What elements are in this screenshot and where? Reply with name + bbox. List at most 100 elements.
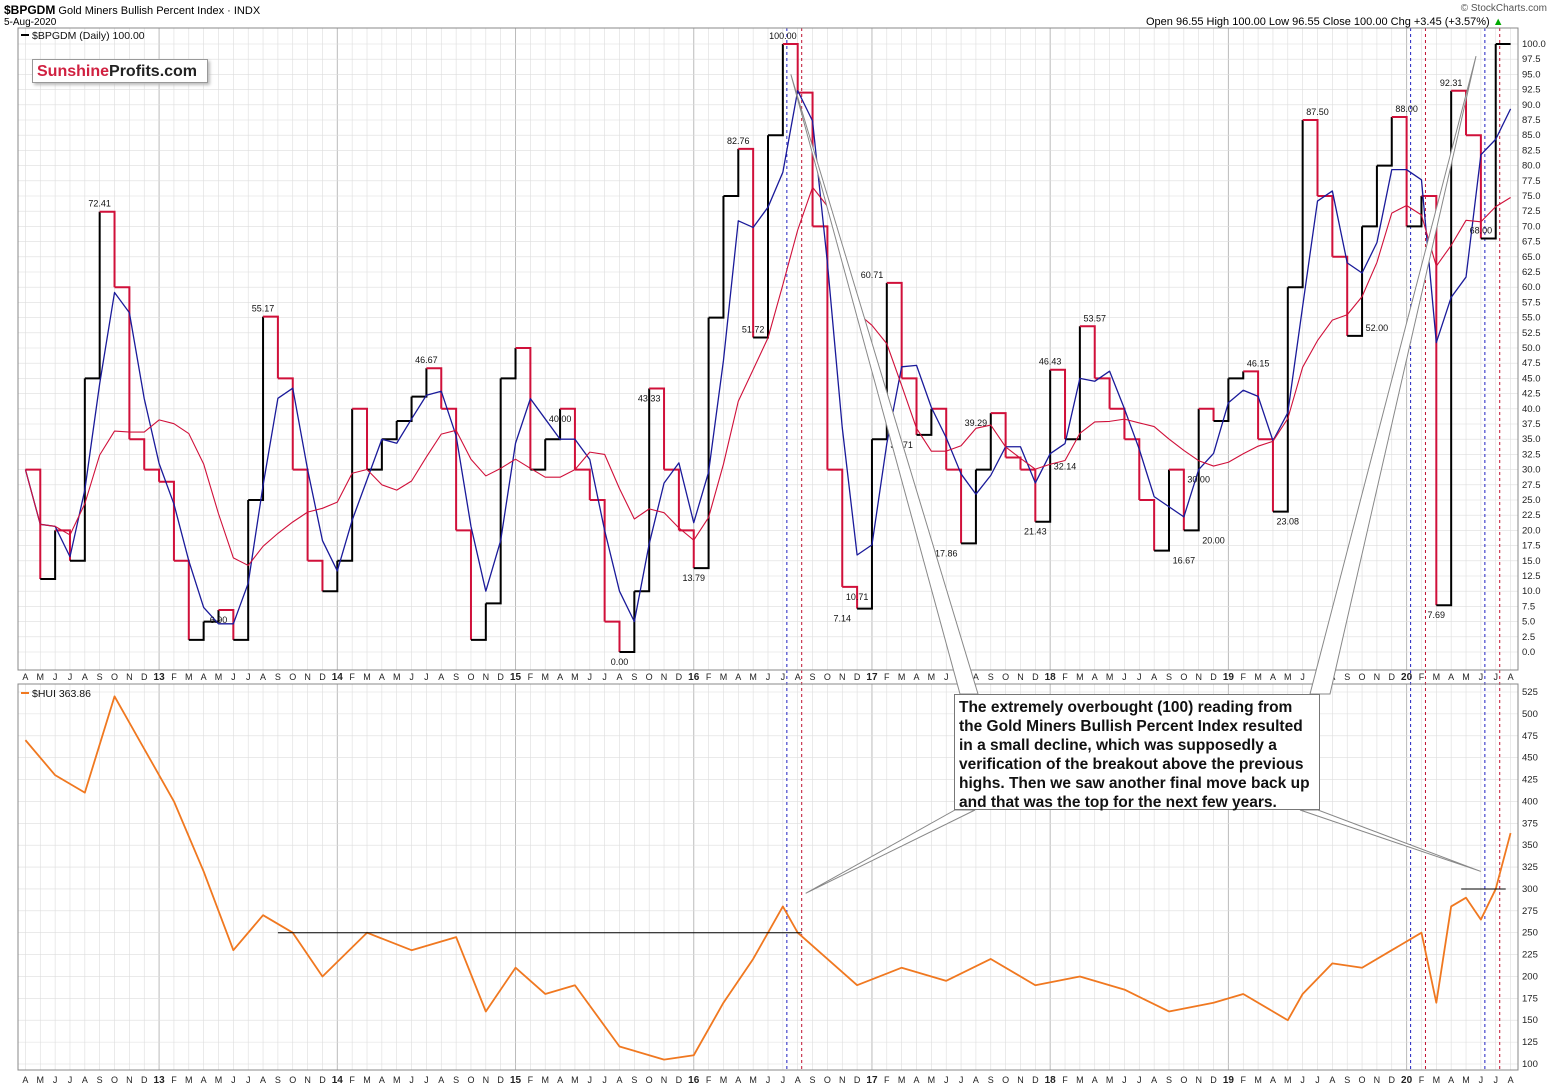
bpi-segment	[678, 529, 695, 569]
x-tick-label: 14	[332, 672, 344, 683]
x-tick-label: S	[275, 1075, 281, 1085]
bpi-segment	[708, 196, 725, 319]
x-tick-label: J	[409, 672, 414, 682]
x-tick-label: D	[1210, 672, 1217, 682]
x-tick-label: N	[483, 1075, 490, 1085]
bottom-panel-frame	[17, 683, 1519, 1071]
x-tick-label: N	[1195, 1075, 1202, 1085]
bpi-segment	[738, 147, 755, 338]
y-tick-label: 30.0	[1522, 465, 1541, 476]
peak-label: 39.29	[965, 418, 988, 428]
y-tick-label: 400	[1522, 796, 1538, 807]
peak-label: 92.31	[1440, 78, 1463, 88]
x-tick-label: J	[1479, 1075, 1484, 1085]
y-tick-label: 40.0	[1522, 404, 1541, 415]
pointer-wedge	[1299, 809, 1482, 872]
y-tick-label: 92.5	[1522, 85, 1541, 96]
x-tick-label: F	[706, 1075, 712, 1085]
x-tick-label: A	[973, 672, 979, 682]
bpi-segment	[931, 407, 948, 470]
x-tick-label: N	[839, 1075, 846, 1085]
x-tick-label: J	[602, 1075, 607, 1085]
bpi-segment	[946, 468, 963, 544]
x-tick-label: A	[1270, 672, 1276, 682]
bpi-segment	[589, 499, 606, 622]
peak-label: 32.14	[1054, 462, 1077, 472]
y-tick-label: 75.0	[1522, 191, 1541, 202]
peak-label: 51.72	[742, 325, 765, 335]
y-tick-label: 350	[1522, 840, 1538, 851]
y-tick-label: 60.0	[1522, 282, 1541, 293]
x-tick-label: M	[749, 1075, 757, 1085]
bpi-segment	[248, 316, 265, 501]
bpi-segment	[441, 407, 458, 531]
y-tick-label: 2.5	[1522, 632, 1535, 643]
x-tick-label: J	[588, 672, 593, 682]
x-tick-label: S	[988, 672, 994, 682]
y-tick-label: 225	[1522, 950, 1538, 961]
up-arrow-icon: ▲	[1492, 16, 1504, 28]
x-tick-label: D	[497, 1075, 504, 1085]
x-tick-label: O	[824, 1075, 831, 1085]
x-tick-label: M	[1462, 672, 1470, 682]
bpi-segment	[367, 439, 383, 471]
x-tick-label: J	[53, 1075, 58, 1085]
x-tick-label: A	[914, 672, 920, 682]
x-tick-label: A	[260, 1075, 266, 1085]
x-tick-label: 15	[510, 1075, 522, 1086]
x-tick-label: M	[749, 672, 757, 682]
x-tick-label: S	[97, 1075, 103, 1085]
bpi-segment	[1050, 368, 1067, 440]
x-tick-label: J	[231, 672, 236, 682]
x-tick-label: O	[646, 1075, 653, 1085]
x-tick-label: O	[1002, 1075, 1009, 1085]
x-tick-label: M	[928, 1075, 936, 1085]
x-tick-label: O	[467, 672, 474, 682]
x-tick-label: F	[171, 672, 177, 682]
x-tick-label: A	[1508, 1075, 1514, 1085]
x-tick-label: S	[275, 672, 281, 682]
x-tick-label: D	[854, 672, 861, 682]
y-tick-label: 97.5	[1522, 54, 1541, 65]
x-tick-label: M	[1254, 672, 1262, 682]
bpi-segment	[1287, 120, 1304, 289]
x-tick-label: 13	[154, 672, 166, 683]
bpi-segment	[485, 378, 502, 605]
bpi-segment	[1436, 90, 1453, 607]
y-tick-label: 275	[1522, 906, 1538, 917]
x-tick-label: J	[1137, 672, 1142, 682]
x-tick-label: A	[616, 1075, 622, 1085]
x-tick-label: J	[1300, 672, 1305, 682]
bpi-segment	[1466, 134, 1482, 239]
x-tick-label: M	[393, 1075, 401, 1085]
x-tick-label: A	[1508, 672, 1514, 682]
x-tick-label: J	[68, 672, 73, 682]
bpi-segment	[426, 367, 443, 409]
x-tick-label: J	[1315, 1075, 1320, 1085]
bpi-segment	[782, 43, 799, 93]
x-tick-label: J	[781, 1075, 786, 1085]
y-tick-label: 325	[1522, 862, 1538, 873]
x-tick-label: A	[1270, 1075, 1276, 1085]
x-tick-label: S	[631, 672, 637, 682]
bpi-segment	[619, 591, 636, 653]
y-tick-label: 80.0	[1522, 161, 1541, 172]
top-panel-frame	[17, 27, 1519, 671]
bpi-segment	[1347, 226, 1364, 337]
x-tick-label: D	[1032, 672, 1039, 682]
bpi-segment	[1035, 369, 1052, 523]
peak-label: 52.00	[1366, 323, 1389, 333]
x-tick-label: M	[1284, 672, 1292, 682]
x-tick-label: A	[1092, 672, 1098, 682]
bpi-segment	[1228, 371, 1245, 380]
x-tick-label: M	[1106, 1075, 1114, 1085]
y-tick-label: 72.5	[1522, 206, 1541, 217]
bpi-segment	[1168, 468, 1185, 531]
x-tick-label: O	[646, 672, 653, 682]
y-tick-label: 62.5	[1522, 267, 1541, 278]
x-tick-label: N	[1195, 672, 1202, 682]
x-tick-label: D	[141, 672, 148, 682]
bpi-segment	[1376, 116, 1393, 167]
y-tick-label: 77.5	[1522, 176, 1541, 187]
x-tick-label: J	[68, 1075, 73, 1085]
